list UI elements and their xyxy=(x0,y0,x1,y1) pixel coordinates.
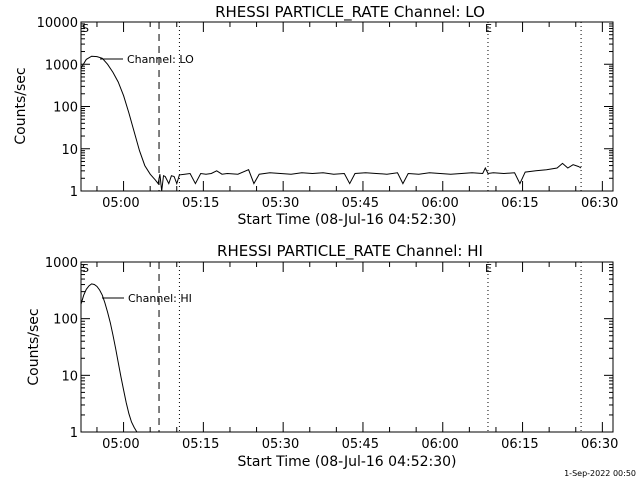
y-tick-label: 100 xyxy=(53,313,78,328)
y-axis-ticks-hi: 1 10 100 1000 xyxy=(45,256,613,441)
x-tick-label: 06:00 xyxy=(421,437,458,452)
plot-frame-hi xyxy=(80,261,614,433)
x-axis-ticks-lo: 05:00 05:15 05:30 05:45 06:00 06:15 06:30 xyxy=(96,22,618,211)
plot-frame-lo xyxy=(80,21,614,192)
x-tick-label: 05:30 xyxy=(262,196,299,211)
chart-title-hi: RHESSI PARTICLE_RATE Channel: HI xyxy=(217,242,483,261)
x-tick-label: 05:30 xyxy=(262,437,299,452)
y-tick-label: 1 xyxy=(70,426,78,441)
y-tick-label: 1000 xyxy=(45,58,78,73)
x-tick-label: 06:30 xyxy=(581,196,618,211)
annotation-label-lo: Channel: LO xyxy=(127,53,194,66)
annotation-lo: Channel: LO xyxy=(100,53,194,66)
x-tick-label: 06:00 xyxy=(421,196,458,211)
y-axis-ticks-lo: 1 10 100 1000 10000 xyxy=(37,16,613,200)
annotation-label-hi: Channel: HI xyxy=(128,292,192,305)
series-line-hi xyxy=(80,283,138,433)
y-tick-label: 100 xyxy=(53,101,78,116)
x-tick-label: 06:30 xyxy=(581,437,618,452)
x-tick-label: 06:15 xyxy=(501,437,538,452)
y-axis-label-hi: Counts/sec xyxy=(26,308,42,385)
x-tick-label: 05:15 xyxy=(182,196,219,211)
time-marker-label: E xyxy=(485,22,492,35)
x-tick-label: 05:00 xyxy=(102,196,139,211)
x-axis-label-hi: Start Time (08-Jul-16 04:52:30) xyxy=(237,454,456,470)
x-tick-label: 06:15 xyxy=(501,196,538,211)
y-tick-label: 1000 xyxy=(45,256,78,271)
chart-title-lo: RHESSI PARTICLE_RATE Channel: LO xyxy=(215,3,485,22)
time-marker-label: S xyxy=(82,22,89,35)
series-line-lo xyxy=(80,55,582,192)
time-marker-label: E xyxy=(485,262,492,275)
y-axis-label-lo: Counts/sec xyxy=(13,67,29,144)
x-tick-label: 05:15 xyxy=(182,437,219,452)
y-tick-label: 10000 xyxy=(37,16,78,31)
generated-timestamp: 1-Sep-2022 00:50 xyxy=(564,469,636,478)
x-tick-label: 05:45 xyxy=(342,196,379,211)
x-tick-label: 05:00 xyxy=(102,437,139,452)
y-tick-label: 10 xyxy=(61,143,78,158)
y-tick-label: 1 xyxy=(70,185,78,200)
x-axis-ticks-hi: 05:00 05:15 05:30 05:45 06:00 06:15 06:30 xyxy=(96,262,618,452)
time-marker-label: S xyxy=(82,262,89,275)
annotation-hi: Channel: HI xyxy=(102,292,192,305)
x-tick-label: 05:45 xyxy=(342,437,379,452)
x-axis-label-lo: Start Time (08-Jul-16 04:52:30) xyxy=(237,212,456,228)
y-tick-label: 10 xyxy=(61,369,78,384)
